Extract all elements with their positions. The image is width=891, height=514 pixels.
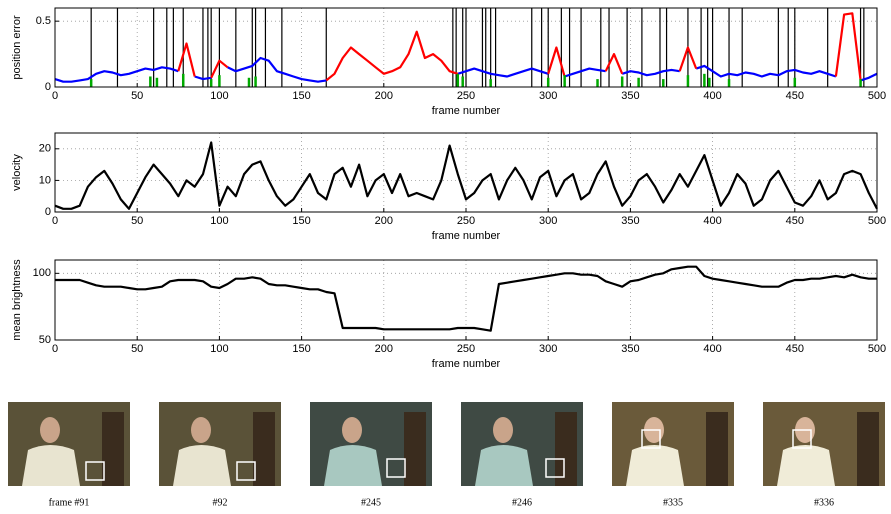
x-tick-label: 300 xyxy=(539,215,557,227)
y-axis-label: velocity xyxy=(11,154,23,191)
tracker-box xyxy=(386,458,406,478)
x-tick-label: 0 xyxy=(52,90,58,102)
thumb-body xyxy=(324,445,382,486)
thumb-body xyxy=(777,445,835,486)
thumb-body xyxy=(173,445,231,486)
thumb-body xyxy=(475,445,533,486)
x-tick-label: 200 xyxy=(375,215,393,227)
data-line xyxy=(54,141,878,210)
tracker-box xyxy=(236,461,256,481)
x-tick-label: 500 xyxy=(868,343,886,355)
thumb-body xyxy=(22,445,80,486)
x-axis-label: frame number xyxy=(432,230,501,242)
x-tick-label: 300 xyxy=(539,343,557,355)
x-tick-label: 100 xyxy=(210,343,228,355)
x-tick-label: 50 xyxy=(131,90,143,102)
plot-frame xyxy=(54,132,878,213)
y-tick-label: 10 xyxy=(39,174,51,186)
thumbnail xyxy=(461,402,583,486)
thumb-caption: frame #91 xyxy=(49,497,90,508)
x-tick-label: 500 xyxy=(868,215,886,227)
thumb-face xyxy=(40,417,60,443)
x-tick-label: 150 xyxy=(292,343,310,355)
x-tick-label: 450 xyxy=(786,90,804,102)
plot-frame xyxy=(54,259,878,341)
y-tick-label: 50 xyxy=(39,334,51,346)
thumb-door xyxy=(706,412,728,486)
thumb-caption: #335 xyxy=(663,497,683,508)
x-tick-label: 250 xyxy=(457,215,475,227)
y-tick-label: 0 xyxy=(45,81,51,93)
y-axis-label: mean brightness xyxy=(11,259,23,341)
tracker-box xyxy=(85,461,105,481)
thumb-door xyxy=(102,412,124,486)
y-tick-label: 100 xyxy=(33,267,51,279)
thumbnail xyxy=(310,402,432,486)
thumbnail xyxy=(159,402,281,486)
thumb-face xyxy=(342,417,362,443)
thumb-door xyxy=(857,412,879,486)
y-tick-label: 20 xyxy=(39,143,51,155)
x-tick-label: 400 xyxy=(703,343,721,355)
x-tick-label: 450 xyxy=(786,215,804,227)
x-tick-label: 200 xyxy=(375,90,393,102)
x-tick-label: 250 xyxy=(457,343,475,355)
x-axis-label: frame number xyxy=(432,105,501,117)
x-axis-label: frame number xyxy=(432,358,501,370)
x-tick-label: 150 xyxy=(292,215,310,227)
thumb-caption: #245 xyxy=(361,497,381,508)
thumb-caption: #246 xyxy=(512,497,532,508)
thumbnail xyxy=(8,402,130,486)
x-tick-label: 300 xyxy=(539,90,557,102)
tracker-box xyxy=(641,429,661,449)
data-line xyxy=(55,265,877,332)
x-tick-label: 100 xyxy=(210,215,228,227)
thumb-caption: #92 xyxy=(213,497,228,508)
x-tick-label: 250 xyxy=(457,90,475,102)
thumb-door xyxy=(253,412,275,486)
thumb-face xyxy=(191,417,211,443)
thumb-face xyxy=(493,417,513,443)
x-tick-label: 350 xyxy=(621,215,639,227)
thumb-caption: #336 xyxy=(814,497,834,508)
thumb-door xyxy=(555,412,577,486)
x-tick-label: 0 xyxy=(52,215,58,227)
x-tick-label: 350 xyxy=(621,343,639,355)
y-tick-label: 0.5 xyxy=(36,15,51,27)
x-tick-label: 400 xyxy=(703,215,721,227)
thumbnail xyxy=(763,402,885,486)
thumbnail xyxy=(612,402,734,486)
x-tick-label: 0 xyxy=(52,343,58,355)
data-line xyxy=(54,56,878,83)
x-tick-label: 400 xyxy=(703,90,721,102)
tracker-box xyxy=(545,458,565,478)
x-tick-label: 50 xyxy=(131,215,143,227)
thumb-body xyxy=(626,445,684,486)
x-tick-label: 50 xyxy=(131,343,143,355)
tracker-box xyxy=(792,429,812,449)
thumb-door xyxy=(404,412,426,486)
data-line xyxy=(177,12,862,82)
x-tick-label: 200 xyxy=(375,343,393,355)
y-axis-label: position error xyxy=(11,15,23,80)
y-tick-label: 0 xyxy=(45,206,51,218)
plot-frame xyxy=(54,7,878,88)
x-tick-label: 450 xyxy=(786,343,804,355)
x-tick-label: 100 xyxy=(210,90,228,102)
x-tick-label: 500 xyxy=(868,90,886,102)
x-tick-label: 350 xyxy=(621,90,639,102)
x-tick-label: 150 xyxy=(292,90,310,102)
